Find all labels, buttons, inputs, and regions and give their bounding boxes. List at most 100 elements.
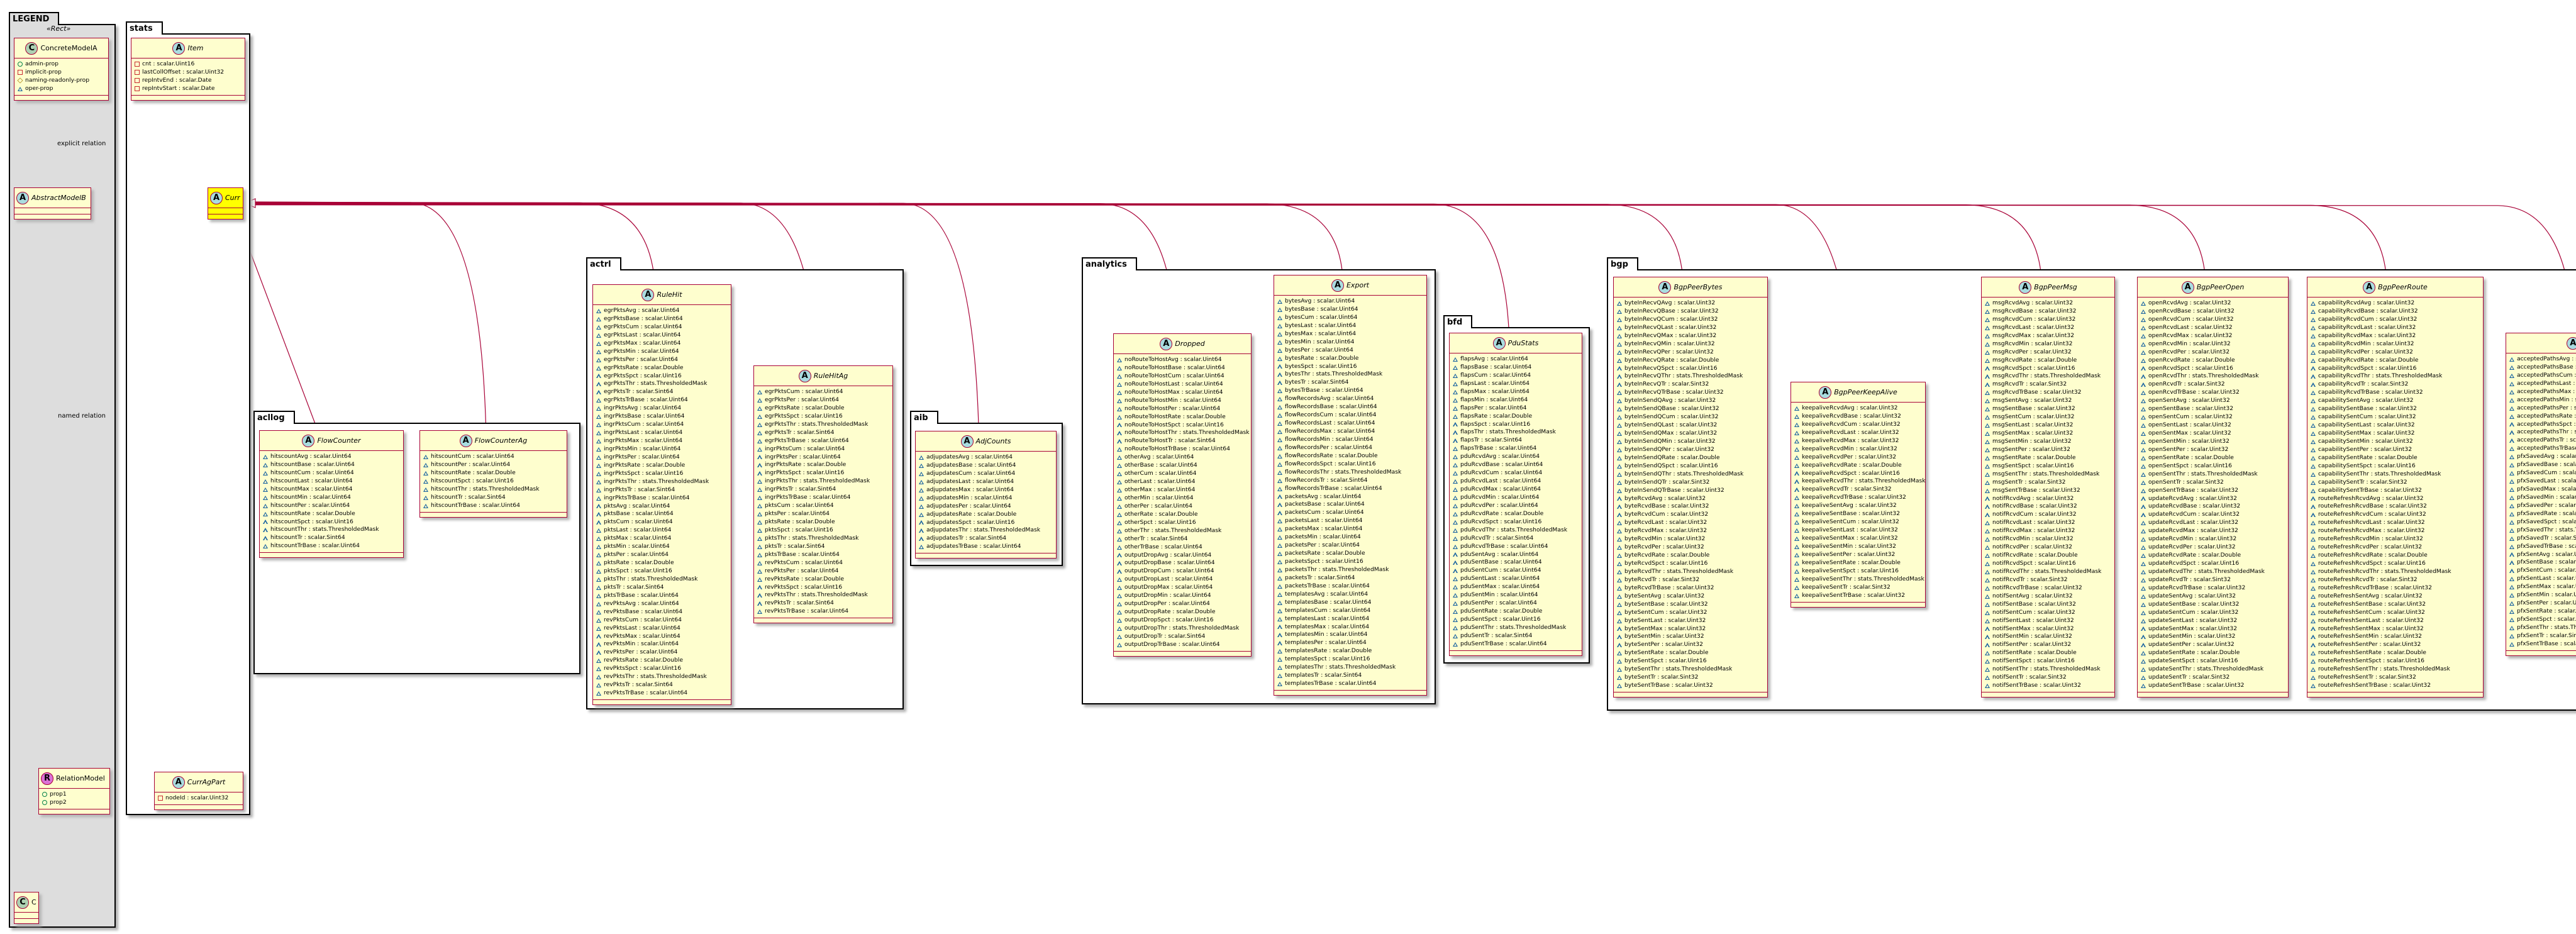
class-field: byteInRecvQRate : scalar.Double (1617, 357, 1767, 365)
field-label: byteInRecvQSpct : scalar.Uint16 (1624, 364, 1718, 372)
field-label: msgRcvdThr : stats.ThresholdedMask (1992, 372, 2101, 380)
field-label: ingrPktsTrBase : scalar.Uint64 (765, 494, 851, 501)
field-label: openSentAvg : scalar.Uint32 (2148, 397, 2230, 404)
oper-prop-icon (757, 389, 762, 394)
field-label: routeRefreshSentLast : scalar.Uint32 (2318, 616, 2424, 624)
class-field: updateSentRate : scalar.Double (2141, 649, 2288, 657)
oper-prop-icon (1617, 317, 1622, 322)
class-field: templatesBase : scalar.Uint64 (1277, 599, 1426, 607)
class-field: acceptedPathsPer : scalar.Uint32 (2509, 404, 2576, 413)
oper-prop-icon (1277, 633, 1282, 638)
field-label: repIntvEnd : scalar.Date (142, 76, 212, 84)
field-label: noRouteToHostRate : scalar.Double (1124, 413, 1226, 420)
class-curr-ag-part: A CurrAgPart nodeId : scalar.Uint32 (154, 772, 243, 810)
class-field: openRcvdRate : scalar.Double (2141, 357, 2288, 365)
field-label: revPktsRate : scalar.Double (604, 657, 683, 664)
field-label: flapsMin : scalar.Uint64 (1460, 396, 1528, 403)
class-field: openRcvdSpct : scalar.Uint16 (2141, 365, 2288, 373)
field-label: flapsTr : scalar.Sint64 (1460, 436, 1523, 444)
field-label: hitscountTrBase : scalar.Uint64 (270, 542, 360, 550)
field-label: routeRefreshSentMax : scalar.Uint32 (2318, 625, 2424, 632)
class-field: updateRcvdBase : scalar.Uint32 (2141, 503, 2288, 511)
field-label: flowRecordsTrBase : scalar.Uint64 (1285, 484, 1382, 492)
field-label: egrPktsPer : scalar.Uint64 (765, 396, 839, 403)
field-label: egrPktsTrBase : scalar.Uint64 (604, 396, 688, 404)
field-label: updateSentRate : scalar.Double (2148, 649, 2240, 657)
class-field: byteRcvdAvg : scalar.Uint32 (1617, 495, 1767, 503)
oper-prop-icon (1453, 447, 1458, 452)
class-field: openSentTrBase : scalar.Uint32 (2141, 487, 2288, 495)
class-bgp-peer-msg: A BgpPeerMsg msgRcvdAvg : scalar.Uint32 msg… (1981, 277, 2115, 698)
class-field: pfxSavedThr : stats.ThresholdedMask (2509, 526, 2576, 535)
oper-prop-icon (1985, 423, 1990, 428)
class-field: hitscountMax : scalar.Uint64 (263, 486, 403, 494)
field-label: acceptedPathsCum : scalar.Uint32 (2517, 371, 2576, 379)
class-field: keepaliveSentLast : scalar.Uint32 (1794, 526, 1925, 535)
oper-prop-icon (1794, 544, 1799, 549)
oper-prop-icon (1985, 407, 1990, 412)
field-label: capabilitySentTr : scalar.Sint32 (2318, 478, 2407, 486)
field-label: noRouteToHostPer : scalar.Uint64 (1124, 404, 1221, 412)
oper-prop-icon (2141, 415, 2146, 420)
class-field: pduRcvdMax : scalar.Uint64 (1453, 486, 1582, 494)
oper-prop-icon (1617, 496, 1622, 501)
class-field: keepaliveSentRate : scalar.Double (1794, 559, 1925, 567)
oper-prop-icon (1985, 431, 1990, 436)
class-field: outputDropCum : scalar.Uint64 (1117, 567, 1251, 575)
oper-prop-icon (1277, 307, 1282, 312)
field-label: routeRefreshRcvdBase : scalar.Uint32 (2318, 503, 2427, 510)
field-label: pfxSentSpct : scalar.Uint16 (2517, 616, 2576, 623)
class-concrete-model-a: C ConcreteModelA admin-prop implicit-prop na… (14, 38, 109, 101)
field-label: routeRefreshRcvdTrBase : scalar.Uint32 (2318, 584, 2432, 591)
field-label: bytesSpct : scalar.Uint16 (1285, 362, 1357, 370)
class-field: outputDropSpct : scalar.Uint16 (1117, 616, 1251, 625)
class-field: byteInRecvQBase : scalar.Uint32 (1617, 308, 1767, 316)
oper-prop-icon (263, 503, 268, 508)
class-header: A BgpPeerBytes (1614, 277, 1767, 297)
class-field: routeRefreshSentSpct : scalar.Uint16 (2311, 657, 2483, 665)
class-field: pduSentMax : scalar.Uint64 (1453, 583, 1582, 591)
field-label: templatesThr : stats.ThresholdedMask (1285, 664, 1396, 671)
field-label: msgRcvdMax : scalar.Uint32 (1992, 331, 2075, 339)
oper-prop-icon (1277, 503, 1282, 508)
class-field: pduSentCum : scalar.Uint64 (1453, 567, 1582, 575)
oper-prop-icon (1617, 374, 1622, 379)
field-label: byteRcvdTrBase : scalar.Uint32 (1624, 584, 1714, 591)
oper-prop-icon (1117, 634, 1122, 639)
class-bgp-peer-keep-alive: A BgpPeerKeepAlive keepaliveRcvdAvg : scal… (1790, 382, 1926, 608)
field-label: openRcvdLast : scalar.Uint32 (2148, 323, 2233, 331)
field-label: pfxSavedMax : scalar.Uint32 (2517, 486, 2576, 492)
oper-prop-icon (1794, 455, 1799, 460)
field-label: pfxSentMax : scalar.Uint32 (2517, 583, 2576, 591)
oper-prop-icon (2311, 374, 2316, 379)
oper-prop-icon (919, 487, 924, 492)
class-field: pktsSpct : scalar.Uint16 (757, 526, 892, 535)
class-field: byteInSendQSpct : scalar.Uint16 (1617, 462, 1767, 470)
oper-prop-icon (2509, 577, 2514, 582)
field-label: adjupdatesLast : scalar.Uint64 (926, 477, 1014, 485)
oper-prop-icon (596, 325, 601, 330)
field-label: acceptedPathsTr : scalar.Sint32 (2517, 436, 2576, 444)
class-field: hitscountTr : scalar.Sint64 (423, 494, 567, 502)
class-field: updateSentPer : scalar.Uint32 (2141, 641, 2288, 649)
field-label: noRouteToHostBase : scalar.Uint64 (1124, 364, 1225, 371)
class-field: hitscountBase : scalar.Uint64 (263, 461, 403, 469)
field-label: byteInRecvQThr : stats.ThresholdedMask (1624, 372, 1743, 380)
oper-prop-icon (1617, 301, 1622, 306)
class-field: byteRcvdMin : scalar.Uint32 (1617, 535, 1767, 543)
class-field: hitscountPer : scalar.Uint64 (263, 502, 403, 510)
oper-prop-icon (596, 569, 601, 574)
abstract-class-icon: A (798, 369, 811, 382)
field-label: otherTrBase : scalar.Uint64 (1124, 543, 1202, 550)
field-label: notifSentThr : stats.ThresholdedMask (1992, 665, 2101, 673)
oper-prop-icon (2311, 431, 2316, 436)
class-methods (2307, 692, 2483, 697)
field-label: byteInRecvQMin : scalar.Uint32 (1624, 340, 1715, 347)
oper-prop-icon (2141, 496, 2146, 501)
oper-prop-icon (2311, 675, 2316, 681)
class-field: keepaliveRcvdSpct : scalar.Uint16 (1794, 470, 1925, 478)
class-field: updateRcvdTrBase : scalar.Uint32 (2141, 584, 2288, 592)
field-label: pktsTr : scalar.Sint64 (604, 583, 664, 591)
field-label: hitscountAvg : scalar.Uint64 (270, 453, 352, 460)
class-field: adjupdatesBase : scalar.Uint64 (919, 462, 1056, 470)
